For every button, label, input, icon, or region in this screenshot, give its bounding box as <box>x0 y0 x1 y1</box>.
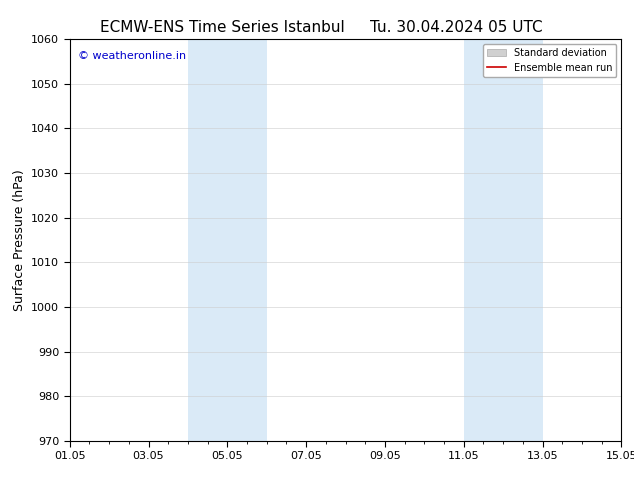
Y-axis label: Surface Pressure (hPa): Surface Pressure (hPa) <box>13 169 25 311</box>
Text: Tu. 30.04.2024 05 UTC: Tu. 30.04.2024 05 UTC <box>370 20 543 35</box>
Text: ECMW-ENS Time Series Istanbul: ECMW-ENS Time Series Istanbul <box>100 20 344 35</box>
Text: © weatheronline.in: © weatheronline.in <box>78 51 186 61</box>
Bar <box>463 39 543 441</box>
Bar <box>188 39 267 441</box>
Legend: Standard deviation, Ensemble mean run: Standard deviation, Ensemble mean run <box>483 44 616 77</box>
